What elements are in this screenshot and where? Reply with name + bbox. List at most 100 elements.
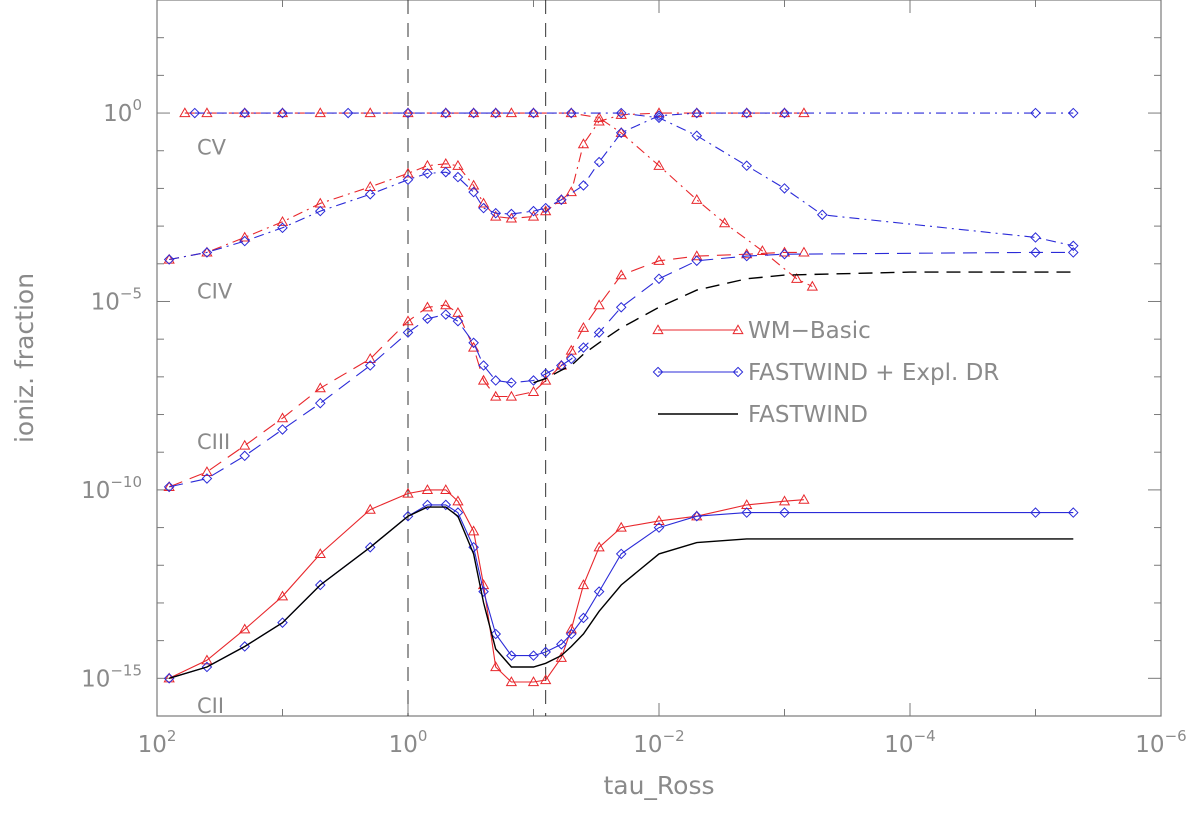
diamond-marker — [741, 107, 753, 119]
diamond-marker — [528, 107, 539, 119]
diamond-marker — [691, 255, 703, 267]
diamond-marker — [490, 207, 502, 219]
series-wm-basic-ciii — [163, 246, 810, 492]
ion-label: CIV — [197, 279, 233, 303]
triangle-marker — [798, 246, 810, 257]
series-line — [533, 271, 1074, 384]
diamond-marker — [741, 250, 753, 262]
diamond-marker — [440, 499, 452, 511]
diamond-marker — [528, 375, 539, 386]
triangle-marker — [593, 541, 605, 552]
series-fastwind-cii — [168, 506, 1074, 679]
diamond-marker — [163, 481, 175, 493]
series-line — [169, 112, 804, 261]
triangle-marker — [239, 231, 251, 242]
diamond-marker — [593, 156, 605, 168]
diamond-marker — [1067, 240, 1079, 252]
triangle-marker — [402, 487, 414, 498]
diamond-marker — [741, 160, 753, 172]
diamond-marker — [452, 171, 464, 183]
triangle-marker — [421, 159, 434, 170]
triangle-marker — [452, 159, 464, 170]
triangle-marker — [201, 654, 213, 665]
triangle-marker — [440, 299, 452, 310]
triangle-marker — [718, 217, 731, 228]
series-layer — [163, 107, 1079, 687]
diamond-marker — [653, 112, 665, 124]
diamond-marker — [779, 507, 790, 518]
diamond-marker — [593, 327, 605, 338]
diamond-marker — [506, 650, 517, 661]
triangle-marker — [778, 107, 791, 118]
diamond-marker — [422, 168, 433, 179]
triangle-marker — [477, 197, 490, 208]
diamond-marker — [277, 424, 288, 435]
diamond-marker — [652, 366, 664, 378]
diamond-marker — [478, 360, 489, 371]
diamond-marker — [189, 107, 201, 119]
diamond-marker — [691, 510, 703, 522]
diamond-marker — [490, 375, 502, 386]
series-wm-basic-cv — [179, 107, 819, 291]
triangle-marker — [402, 107, 414, 118]
triangle-marker — [798, 107, 810, 118]
diamond-marker — [578, 180, 589, 191]
triangle-marker — [806, 280, 819, 291]
triangle-marker — [615, 521, 627, 532]
x-tick-label: 102 — [138, 727, 177, 758]
legend-entry: FASTWIND + Expl. DR — [652, 360, 999, 386]
triangle-marker — [653, 107, 665, 118]
triangle-marker — [565, 107, 577, 118]
ion-label: CIII — [197, 430, 230, 454]
diamond-marker — [578, 342, 589, 353]
triangle-marker — [791, 272, 803, 283]
triangle-marker — [201, 466, 213, 477]
series-line — [194, 112, 1074, 247]
diamond-marker — [1067, 247, 1079, 258]
triangle-marker — [477, 579, 490, 590]
triangle-marker — [421, 301, 434, 312]
triangle-marker — [527, 676, 540, 687]
diamond-marker — [163, 254, 175, 265]
diamond-marker — [468, 337, 479, 349]
diamond-marker — [615, 548, 627, 560]
diamond-marker — [506, 377, 517, 388]
triangle-marker — [756, 245, 769, 255]
diamond-marker — [490, 628, 502, 640]
diamond-marker — [364, 541, 376, 553]
series-fastwind-expl-dr-cv — [189, 107, 1079, 252]
diamond-marker — [593, 586, 605, 597]
triangle-marker — [440, 157, 452, 168]
diamond-marker — [556, 194, 567, 206]
diamond-marker — [779, 183, 790, 194]
y-tick-label: 10−5 — [91, 284, 142, 315]
diamond-marker — [779, 107, 790, 119]
x-tick-label: 100 — [389, 727, 428, 758]
diamond-marker — [653, 522, 665, 533]
triangle-marker — [527, 386, 540, 396]
triangle-marker — [364, 503, 376, 514]
triangle-marker — [239, 623, 251, 634]
diamond-marker — [653, 273, 665, 285]
triangle-marker — [653, 515, 665, 526]
series-line — [168, 251, 804, 488]
diamond-marker — [201, 247, 213, 258]
triangle-marker — [440, 107, 452, 118]
diamond-marker — [816, 209, 828, 221]
triangle-marker — [467, 341, 480, 352]
series-wm-basic-cii — [163, 484, 810, 687]
triangle-marker — [314, 382, 326, 393]
series-wm-basic-civ — [163, 107, 810, 264]
series-fastwind-expl-dr-civ — [163, 107, 1079, 265]
triangle-marker — [593, 115, 605, 126]
triangle-marker — [505, 212, 518, 223]
diamond-marker — [1067, 507, 1079, 518]
diamond-marker — [314, 397, 326, 409]
triangle-marker — [505, 107, 518, 118]
diamond-marker — [440, 166, 452, 178]
triangle-marker — [314, 548, 326, 559]
diamond-marker — [540, 646, 551, 658]
triangle-marker — [732, 324, 744, 335]
ion-labels: CV CIV CIII CII — [197, 135, 233, 718]
diamond-marker — [779, 248, 790, 260]
